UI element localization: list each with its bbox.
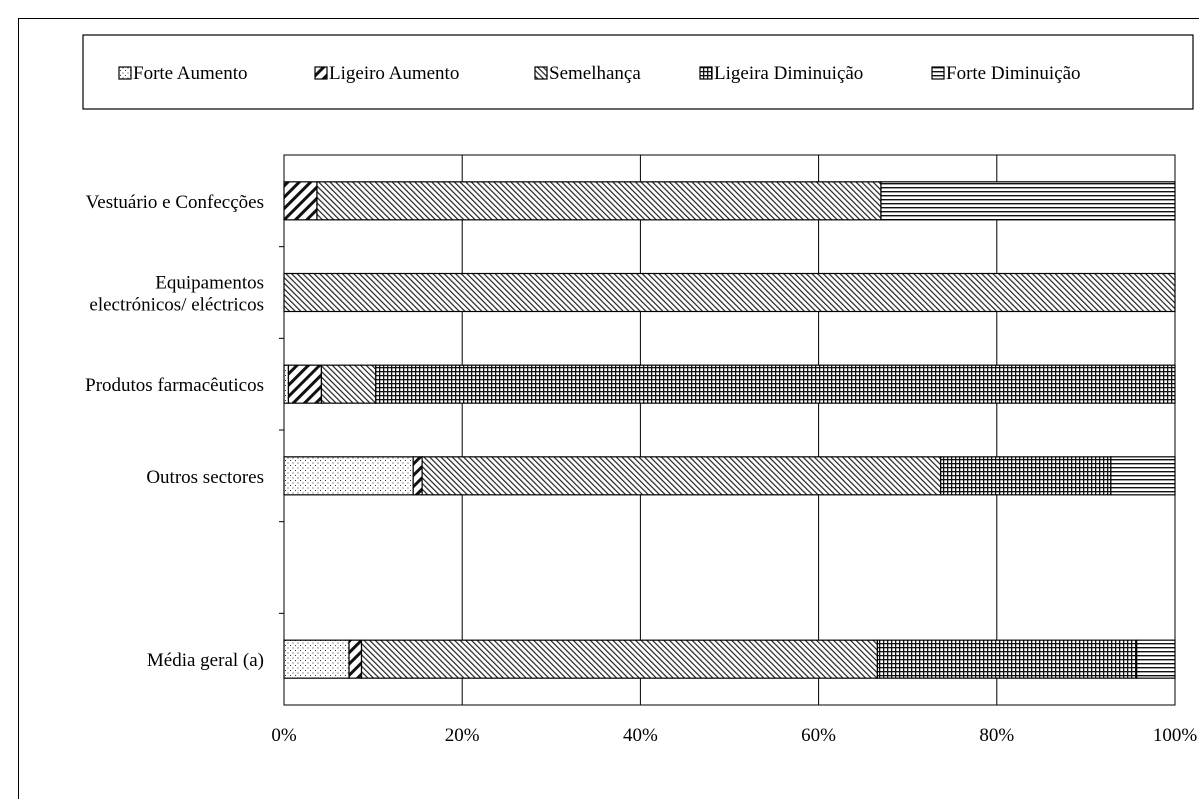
legend-box: [82, 34, 1194, 110]
legend-label: Semelhança: [549, 63, 641, 84]
category-label: electrónicos/ eléctricos: [89, 295, 264, 316]
legend-label: Ligeiro Aumento: [329, 63, 459, 84]
x-tick-label: 0%: [271, 725, 297, 746]
stacked-bar-chart: Forte Aumento Ligeiro Aumento Semelhança Li…: [82, 34, 1197, 746]
category-labels: Vestuário e Confecções Equipamentoselectr…: [85, 192, 264, 671]
bar-segment: [1136, 639, 1176, 679]
x-tick-label: 60%: [801, 725, 836, 746]
bar-segment: [283, 181, 318, 221]
legend-swatch: [118, 66, 132, 80]
x-tick-labels: 0% 20% 40% 60% 80% 100%: [271, 725, 1197, 746]
legend: Forte Aumento Ligeiro Aumento Semelhança Li…: [82, 34, 1194, 110]
bar-segment: [283, 272, 1176, 313]
bar-segment: [940, 456, 1112, 496]
legend-swatch: [699, 66, 713, 80]
bar-segment: [876, 639, 1138, 679]
gridlines: [279, 154, 1176, 706]
category-label: Média geral (a): [147, 650, 264, 671]
legend-swatch: [534, 66, 548, 80]
legend-label: Forte Aumento: [133, 63, 248, 84]
bar-segment: [316, 181, 882, 221]
chart-frame: Forte Aumento Ligeiro Aumento Semelhança Li…: [18, 18, 1199, 799]
category-label: Equipamentos: [155, 273, 264, 294]
legend-swatch: [314, 66, 328, 80]
bar-segment: [283, 364, 290, 404]
legend-label: Ligeira Diminuição: [714, 63, 863, 84]
bar-segment: [360, 639, 879, 679]
bars: [283, 181, 1176, 679]
x-tick-label: 80%: [979, 725, 1014, 746]
bar-segment: [348, 639, 363, 679]
x-tick-label: 100%: [1153, 725, 1198, 746]
bar-segment: [375, 364, 1176, 404]
category-label: Outros sectores: [146, 467, 264, 488]
bar-segment: [283, 456, 414, 496]
bar-segment: [320, 364, 377, 404]
bar-segment: [421, 456, 942, 496]
legend-label: Forte Diminuição: [946, 63, 1081, 84]
bar-segment: [880, 181, 1176, 221]
legend-swatch: [931, 66, 945, 80]
bar-segment: [287, 364, 323, 404]
plot-area: [283, 154, 1176, 706]
x-tick-label: 40%: [623, 725, 658, 746]
bar-segment: [283, 639, 350, 679]
x-tick-label: 20%: [445, 725, 480, 746]
category-label: Produtos farmacêuticos: [85, 375, 264, 396]
bar-segment: [412, 456, 423, 496]
category-label: Vestuário e Confecções: [86, 192, 264, 213]
bar-segment: [1110, 456, 1176, 496]
